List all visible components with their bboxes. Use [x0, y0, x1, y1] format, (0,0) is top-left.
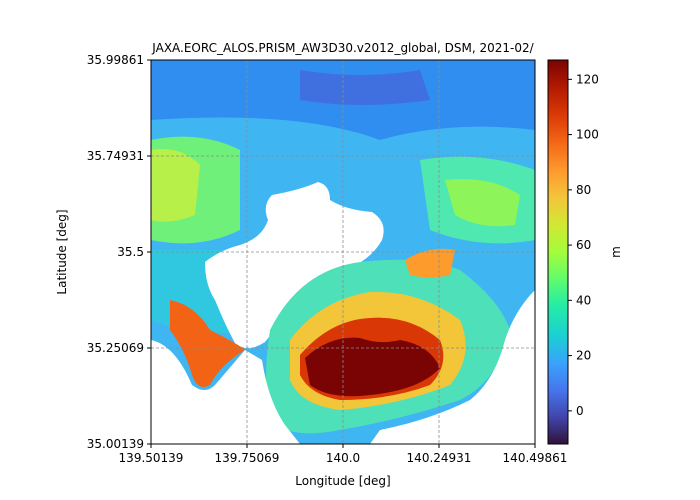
- x-tick-label: 140.49861: [503, 451, 568, 465]
- x-axis-ticks: 139.50139 139.75069 140.0 140.24931 140.4986…: [119, 444, 568, 465]
- heatmap-image: [151, 60, 535, 444]
- colorbar-tick-label: 80: [576, 183, 591, 197]
- chart-title: JAXA.EORC_ALOS.PRISM_AW3D30.v2012_global…: [151, 41, 534, 55]
- y-tick-label: 35.5: [117, 245, 144, 259]
- colorbar-ticks: 0 20 40 60 80 100 120: [568, 72, 599, 418]
- colorbar-tick-label: 60: [576, 238, 591, 252]
- x-axis-label: Longitude [deg]: [295, 474, 390, 488]
- nodata-bay: [205, 182, 384, 349]
- colorbar-tick-label: 20: [576, 349, 591, 363]
- x-tick-label: 139.50139: [119, 451, 184, 465]
- colorbar-tick-label: 100: [576, 128, 599, 142]
- nodata-sea-se: [370, 290, 535, 444]
- y-tick-label: 35.99861: [87, 53, 144, 67]
- x-tick-label: 140.0: [326, 451, 360, 465]
- y-tick-label: 35.74931: [87, 149, 144, 163]
- colorbar-tick-label: 120: [576, 72, 599, 86]
- colorbar-tick-label: 40: [576, 293, 591, 307]
- y-tick-label: 35.00139: [87, 437, 144, 451]
- y-tick-label: 35.25069: [87, 341, 144, 355]
- colorbar-tick-label: 0: [576, 404, 584, 418]
- colorbar: [547, 59, 569, 445]
- nodata-sea-sw: [151, 340, 300, 444]
- colorbar-label: m: [609, 246, 623, 258]
- x-tick-label: 140.24931: [407, 451, 472, 465]
- x-tick-label: 139.75069: [215, 451, 280, 465]
- grid-lines: [151, 60, 535, 444]
- y-axis-ticks: 35.00139 35.25069 35.5 35.74931 35.99861: [87, 53, 151, 451]
- y-axis-label: Latitude [deg]: [55, 209, 69, 294]
